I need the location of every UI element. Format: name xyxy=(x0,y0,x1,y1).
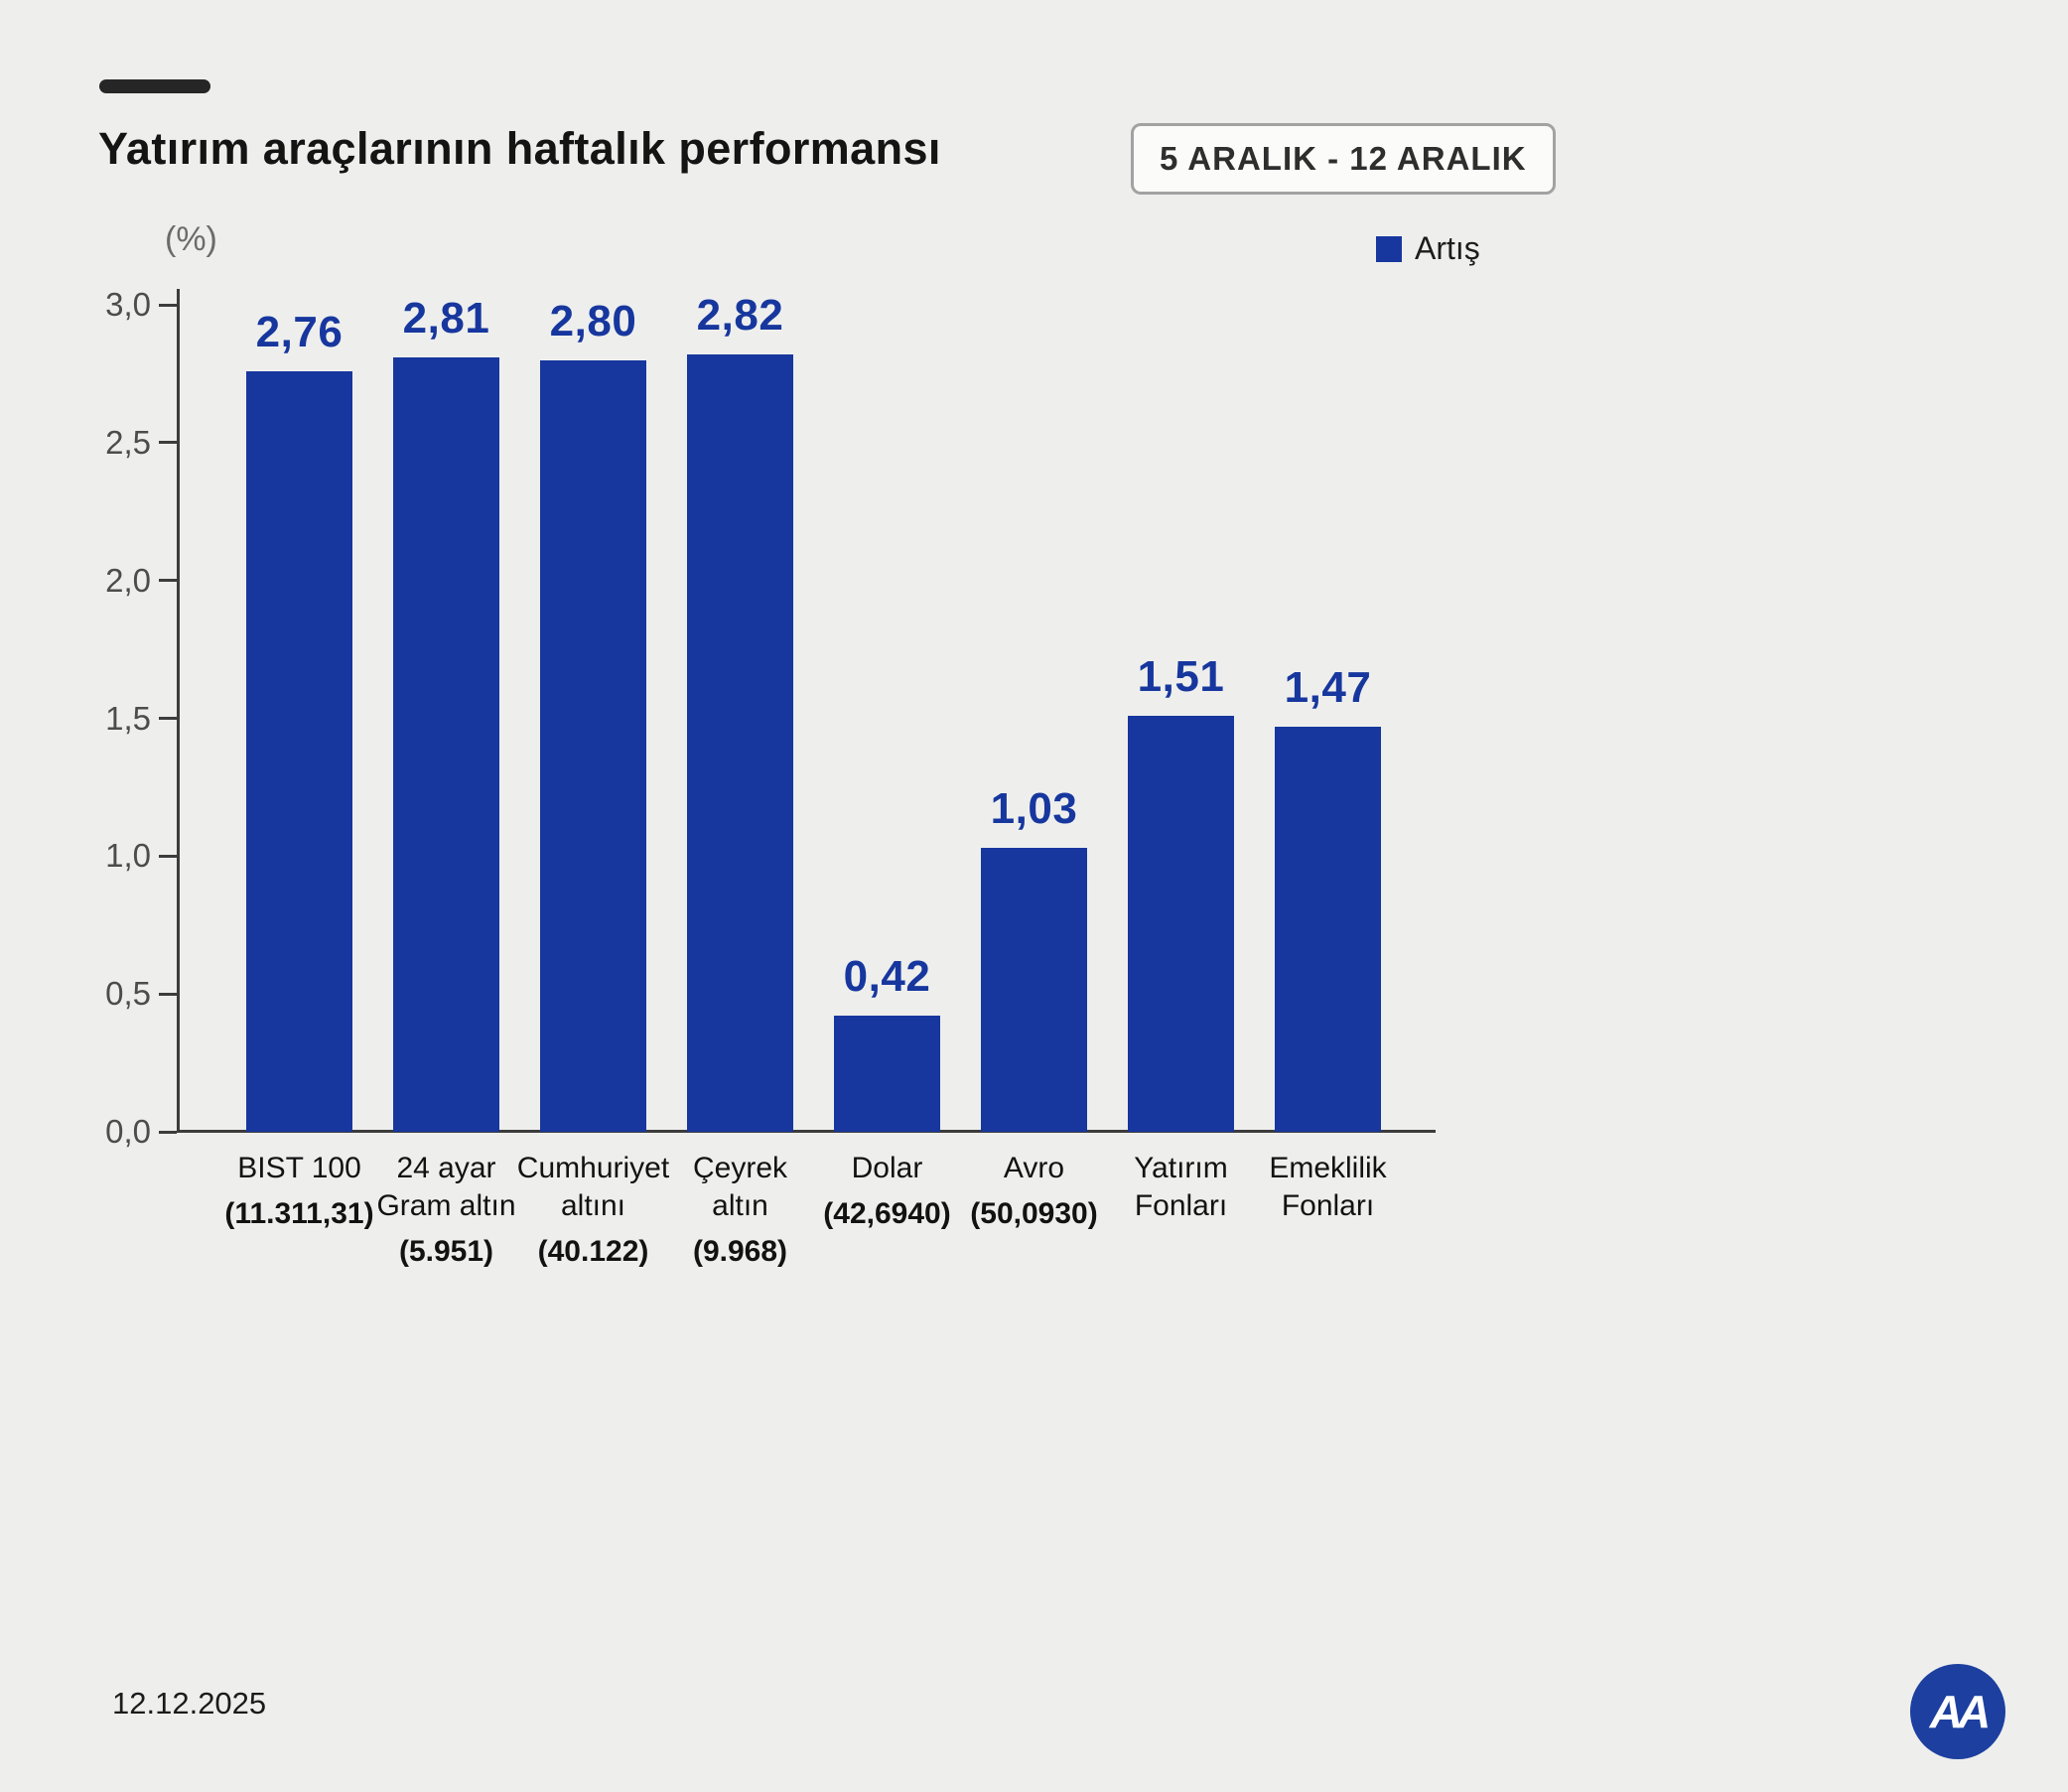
bar-value-label: 2,82 xyxy=(696,291,784,340)
title-accent-dash xyxy=(99,79,210,93)
y-tick-label: 2,5 xyxy=(105,423,151,461)
x-axis-label-name: Fonları xyxy=(1281,1189,1375,1222)
x-axis-label: Yatırım Fonları xyxy=(1075,1150,1288,1225)
bar xyxy=(540,360,646,1132)
bar-slot: 2,80 xyxy=(540,297,646,1132)
bar-slot: 2,81 xyxy=(393,294,499,1132)
bar-value-label: 2,80 xyxy=(549,297,637,345)
x-axis-label: 24 ayar Gram altın (5.951) xyxy=(341,1150,553,1271)
y-tick-label: 0,0 xyxy=(105,1113,151,1150)
y-tick-label: 3,0 xyxy=(105,286,151,323)
bar-slot: 1,03 xyxy=(981,305,1087,1132)
x-axis-label: Cumhuriyet altını (40.122) xyxy=(487,1150,700,1271)
publication-date: 12.12.2025 xyxy=(112,1686,267,1721)
y-tick-mark xyxy=(159,854,177,858)
x-axis-label-name: 24 ayar xyxy=(396,1152,496,1184)
y-tick-label: 1,0 xyxy=(105,837,151,875)
x-labels-layer: BIST 100 (11.311,31) 24 ayar Gram altın (5.9… xyxy=(177,1150,1436,1328)
bar-value-label: 0,42 xyxy=(843,952,931,1001)
y-tick-label: 1,5 xyxy=(105,699,151,737)
date-range-badge: 5 ARALIK - 12 ARALIK xyxy=(1131,123,1556,195)
x-axis-label-detail: (40.122) xyxy=(537,1235,649,1268)
agency-logo-icon: AA xyxy=(1910,1664,2005,1759)
bar xyxy=(246,371,352,1132)
x-axis-label-detail: (5.951) xyxy=(398,1235,494,1268)
y-tick-mark xyxy=(159,717,177,720)
x-axis-label-detail: (9.968) xyxy=(692,1235,788,1268)
bar xyxy=(687,354,793,1132)
x-axis-label-detail: (42,6940) xyxy=(823,1197,951,1230)
x-axis-label: BIST 100 (11.311,31) xyxy=(194,1150,406,1233)
x-axis-label-name: Çeyrek xyxy=(692,1152,788,1184)
bar-value-label: 2,81 xyxy=(402,294,490,343)
bar-slot: 0,42 xyxy=(834,305,940,1132)
y-axis-unit-label: (%) xyxy=(165,220,217,258)
y-tick-mark xyxy=(159,441,177,445)
y-tick-mark xyxy=(159,992,177,996)
y-tick-label: 0,5 xyxy=(105,975,151,1013)
agency-logo-text: AA xyxy=(1929,1686,1988,1737)
y-tick-mark xyxy=(159,303,177,307)
bar-slot: 1,51 xyxy=(1128,305,1234,1132)
bar-slot: 1,47 xyxy=(1275,305,1381,1132)
x-axis-label-name: Cumhuriyet xyxy=(516,1152,670,1184)
page-title: Yatırım araçlarının haftalık performansı xyxy=(98,123,941,174)
x-axis-label-name: Gram altın xyxy=(376,1189,516,1222)
x-axis-label: Avro (50,0930) xyxy=(928,1150,1141,1233)
bars-layer: 2,76 2,81 2,80 2,82 0,42 1,03 1,51 1,47 xyxy=(177,291,1436,1132)
y-tick-mark xyxy=(159,579,177,583)
x-axis-label-name: altın xyxy=(712,1189,768,1222)
x-axis-label: Emeklilik Fonları xyxy=(1222,1150,1435,1225)
x-axis-label-name: Dolar xyxy=(851,1152,923,1184)
bar-value-label: 1,51 xyxy=(1137,652,1225,701)
x-axis-label-name: Avro xyxy=(1003,1152,1065,1184)
x-axis-label: Çeyrek altın (9.968) xyxy=(634,1150,847,1271)
bar-slot: 2,76 xyxy=(246,305,352,1132)
x-axis-label-name: Emeklilik xyxy=(1269,1152,1387,1184)
bar xyxy=(981,848,1087,1132)
y-tick-mark xyxy=(159,1130,177,1134)
bar xyxy=(834,1016,940,1132)
bar xyxy=(1128,716,1234,1132)
x-axis-label-name: Yatırım xyxy=(1134,1152,1228,1184)
bar xyxy=(393,357,499,1132)
bar-value-label: 1,47 xyxy=(1284,663,1372,712)
x-axis-baseline xyxy=(177,1130,1436,1133)
x-axis-label-detail: (50,0930) xyxy=(970,1197,1098,1230)
y-tick-label: 2,0 xyxy=(105,561,151,599)
bar-value-label: 1,03 xyxy=(990,784,1078,833)
x-axis-label-name: altını xyxy=(560,1189,626,1222)
legend-label: Artış xyxy=(1415,230,1480,266)
x-axis-label-detail: (11.311,31) xyxy=(224,1197,374,1230)
legend-color-swatch xyxy=(1376,235,1402,262)
x-axis-label: Dolar (42,6940) xyxy=(781,1150,994,1233)
x-axis-label-name: BIST 100 xyxy=(237,1152,361,1184)
y-axis-line xyxy=(177,289,180,1133)
bar-value-label: 2,76 xyxy=(255,308,344,356)
x-axis-label-name: Fonları xyxy=(1134,1189,1228,1222)
bar-slot: 2,82 xyxy=(687,291,793,1132)
bar xyxy=(1275,727,1381,1132)
chart-legend: Artış xyxy=(1376,230,1480,267)
